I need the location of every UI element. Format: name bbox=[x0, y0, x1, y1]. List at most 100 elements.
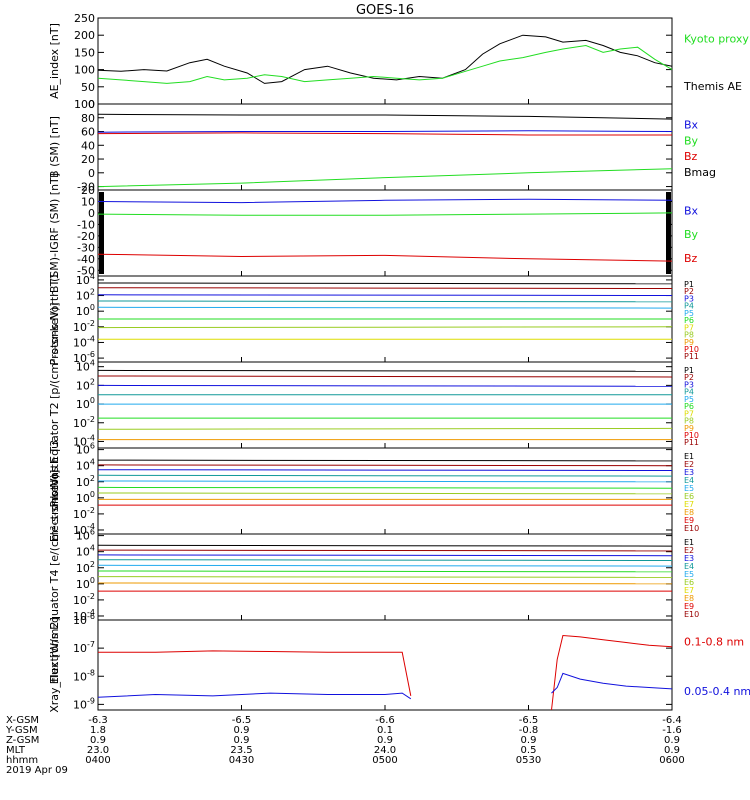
x-axis-value: -1.6 bbox=[662, 725, 682, 736]
y-tick-label: 0 bbox=[88, 207, 95, 220]
legend-entry: E7 bbox=[684, 586, 694, 595]
y-tick-label: 250 bbox=[74, 12, 95, 25]
x-axis-value: 0.9 bbox=[234, 735, 250, 746]
x-axis-value: 0500 bbox=[372, 755, 397, 766]
y-tick-label: 100 bbox=[74, 64, 95, 77]
legend-entry: Bx bbox=[684, 205, 699, 218]
y-tick-label: -20 bbox=[77, 181, 95, 194]
y-tick-label: 10-8 bbox=[73, 668, 95, 683]
legend-entry: P3 bbox=[684, 380, 694, 389]
legend-entry: E5 bbox=[684, 570, 694, 579]
legend-entry: By bbox=[684, 134, 699, 147]
legend-entry: Bz bbox=[684, 150, 698, 163]
legend-entry: By bbox=[684, 228, 699, 241]
x-axis-value: 23.5 bbox=[230, 745, 252, 756]
legend-entry: E4 bbox=[684, 562, 694, 571]
legend-entry: P9 bbox=[684, 424, 694, 433]
series-line-e6 bbox=[97, 570, 673, 573]
x-axis-value: 0530 bbox=[516, 755, 541, 766]
series-line-0-1-0-8-nm bbox=[98, 634, 673, 711]
y-tick-label: 10-2 bbox=[73, 415, 95, 430]
y-tick-label: -10 bbox=[77, 218, 95, 231]
legend-entry: E7 bbox=[684, 500, 694, 509]
legend-entry: P9 bbox=[684, 338, 694, 347]
legend-entry: E1 bbox=[684, 538, 694, 547]
legend-entry: P8 bbox=[684, 417, 694, 426]
x-axis-row-label: Z-GSM bbox=[6, 735, 39, 746]
y-axis-label: Protons Equator T2 [p/(cm²-s-sr-keV)] bbox=[48, 302, 61, 507]
y-tick-label: 200 bbox=[74, 29, 95, 42]
series-line-p5 bbox=[97, 306, 673, 309]
y-tick-label: 100 bbox=[76, 490, 95, 505]
x-axis-value: 0.9 bbox=[664, 745, 680, 756]
series-line-e3 bbox=[97, 554, 673, 557]
legend-entry: Bz bbox=[684, 252, 698, 265]
legend-entry: P11 bbox=[684, 352, 699, 361]
legend-entry: E6 bbox=[684, 578, 694, 587]
chart-title: GOES-16 bbox=[356, 3, 414, 18]
legend-entry: P10 bbox=[684, 431, 699, 440]
legend-entry: E9 bbox=[684, 602, 694, 611]
legend-entry: P5 bbox=[684, 309, 694, 318]
series-line-themis-ae bbox=[97, 34, 673, 84]
y-tick-label: 50 bbox=[81, 81, 95, 94]
y-tick-label: -40 bbox=[77, 253, 95, 266]
legend-entry: P8 bbox=[684, 331, 694, 340]
y-tick-label: 100 bbox=[76, 396, 95, 411]
panel-frame bbox=[97, 189, 673, 277]
y-axis-label: AE_index [nT] bbox=[48, 23, 61, 99]
y-tick-label: 104 bbox=[76, 272, 95, 287]
series-line-bx bbox=[97, 198, 673, 204]
y-tick-label: 104 bbox=[76, 544, 95, 559]
series-line-e5 bbox=[97, 564, 673, 567]
x-axis-value: 0.9 bbox=[377, 735, 393, 746]
y-axis-label: Protons North T1 bbox=[48, 273, 61, 366]
y-tick-label: -50 bbox=[77, 264, 95, 277]
x-axis-value: 0.9 bbox=[234, 725, 250, 736]
x-axis-value: 0600 bbox=[659, 755, 684, 766]
legend-entry: 0.05-0.4 nm bbox=[684, 685, 750, 698]
legend-entry: Bx bbox=[684, 119, 699, 132]
legend-entry: E10 bbox=[684, 610, 699, 619]
y-tick-label: 102 bbox=[76, 288, 95, 303]
legend-entry: E2 bbox=[684, 460, 694, 469]
legend-entry: E10 bbox=[684, 524, 699, 533]
series-line-e2 bbox=[97, 464, 673, 467]
legend-entry: P2 bbox=[684, 373, 694, 382]
series-line-e8 bbox=[97, 582, 673, 585]
legend-entry: P4 bbox=[684, 388, 694, 397]
series-line-by bbox=[97, 212, 673, 216]
legend-entry: P7 bbox=[684, 323, 694, 332]
series-line-e7 bbox=[97, 576, 673, 578]
series-line-p2 bbox=[97, 287, 673, 289]
legend-entry: P10 bbox=[684, 345, 699, 354]
x-axis-value: -6.4 bbox=[662, 715, 682, 726]
y-tick-label: 0 bbox=[88, 167, 95, 180]
series-line-p1 bbox=[97, 369, 673, 372]
data-gap-bar bbox=[99, 192, 104, 274]
series-line-kyoto-proxy-ae bbox=[97, 44, 673, 84]
x-axis-row-label: hhmm bbox=[6, 755, 38, 766]
x-axis-value: -6.3 bbox=[88, 715, 108, 726]
x-axis-value: 0.5 bbox=[521, 745, 537, 756]
y-tick-label: -20 bbox=[77, 230, 95, 243]
x-axis-value: 0.9 bbox=[521, 735, 537, 746]
y-tick-label: 20 bbox=[81, 184, 95, 197]
panel-0: 250 200 150 100 50 0 AE_index [nT] Kyoto proxy … bbox=[48, 12, 750, 111]
x-axis-row-label: X-GSM bbox=[6, 715, 39, 726]
series-line-p7 bbox=[97, 427, 673, 430]
series-line-e4 bbox=[97, 474, 673, 477]
panel-7: 10-6 10-7 10-8 10-9 Xray_flux [W/m2] 0.1-0.8 … bbox=[48, 612, 750, 713]
x-axis-value: -6.6 bbox=[375, 715, 395, 726]
series-line-e1 bbox=[97, 459, 673, 462]
y-tick-label: 10-9 bbox=[73, 696, 95, 711]
legend-entry: P1 bbox=[684, 366, 694, 375]
legend-entry: Themis AE bbox=[683, 80, 742, 93]
y-axis-label: Electrons North T3 bbox=[48, 440, 61, 542]
y-tick-label: 102 bbox=[76, 560, 95, 575]
